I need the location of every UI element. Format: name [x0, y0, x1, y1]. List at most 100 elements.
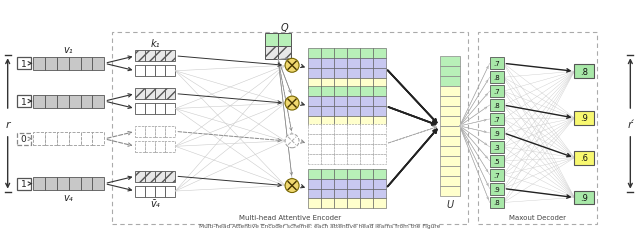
Bar [321, 199, 334, 209]
Bar [490, 86, 504, 98]
Bar [56, 177, 68, 190]
Bar [347, 189, 360, 199]
Bar [575, 65, 595, 79]
Text: .8: .8 [493, 200, 500, 206]
Bar [278, 47, 291, 60]
Bar [93, 133, 104, 146]
Bar [321, 87, 334, 97]
Bar [68, 133, 81, 146]
Circle shape [285, 134, 299, 148]
Bar [440, 67, 460, 77]
Bar [334, 106, 347, 116]
Bar [156, 171, 165, 182]
Bar [136, 51, 145, 62]
Bar [308, 69, 321, 79]
Text: .9: .9 [580, 193, 588, 202]
Bar [440, 166, 460, 176]
Bar [347, 199, 360, 209]
Bar [373, 79, 386, 89]
Bar [321, 69, 334, 79]
Text: 1: 1 [20, 60, 26, 69]
Bar [334, 144, 347, 154]
Bar [165, 141, 175, 152]
Bar [308, 154, 321, 164]
Circle shape [285, 59, 299, 73]
Bar [373, 134, 386, 144]
Bar [321, 189, 334, 199]
Bar [440, 77, 460, 87]
Bar [373, 59, 386, 69]
Text: Q: Q [281, 22, 289, 32]
Bar [334, 189, 347, 199]
Bar [321, 125, 334, 134]
Text: v₄: v₄ [64, 192, 74, 202]
Bar [308, 189, 321, 199]
Bar [575, 151, 595, 165]
Bar [334, 69, 347, 79]
Text: Multi-head Attentive Encoder scheme: each attentive head learns from the Figure: Multi-head Attentive Encoder scheme: eac… [199, 223, 441, 228]
Bar [334, 169, 347, 179]
Circle shape [285, 97, 299, 111]
Bar [145, 89, 156, 100]
Bar [347, 69, 360, 79]
Text: .5: .5 [493, 158, 500, 164]
Bar [373, 189, 386, 199]
Bar [81, 133, 93, 146]
Bar [321, 79, 334, 89]
Bar [347, 144, 360, 154]
Bar [145, 66, 156, 77]
Bar [136, 126, 145, 137]
Bar [321, 59, 334, 69]
Bar [321, 144, 334, 154]
Bar [373, 125, 386, 134]
Bar [113, 32, 468, 224]
Bar [145, 141, 156, 152]
Bar [334, 199, 347, 209]
Bar [308, 179, 321, 189]
Bar [334, 79, 347, 89]
Bar [334, 49, 347, 59]
Bar [575, 112, 595, 125]
Bar [156, 89, 165, 100]
Bar [136, 104, 145, 115]
Bar [308, 169, 321, 179]
Text: .7: .7 [493, 116, 500, 122]
Bar [360, 179, 373, 189]
Bar [156, 51, 165, 62]
Bar [321, 116, 334, 126]
Bar [156, 186, 165, 197]
Bar [321, 106, 334, 116]
Bar [490, 155, 504, 167]
Bar [373, 169, 386, 179]
Bar [308, 199, 321, 209]
Bar [136, 186, 145, 197]
Bar [165, 51, 175, 62]
Text: .6: .6 [580, 154, 588, 163]
Bar [360, 154, 373, 164]
Text: .9: .9 [493, 186, 500, 192]
Bar [360, 116, 373, 126]
Bar [347, 106, 360, 116]
Bar [360, 49, 373, 59]
Bar [360, 189, 373, 199]
Bar [321, 97, 334, 106]
Bar [360, 97, 373, 106]
Bar [347, 97, 360, 106]
Bar [360, 87, 373, 97]
Bar [477, 32, 597, 224]
Bar [490, 141, 504, 153]
Bar [56, 58, 68, 70]
Circle shape [285, 179, 299, 193]
Bar [17, 58, 31, 70]
Bar [360, 169, 373, 179]
Bar [347, 79, 360, 89]
Text: .8: .8 [580, 67, 588, 76]
Bar [490, 113, 504, 125]
Bar [440, 97, 460, 106]
Bar [308, 116, 321, 126]
Bar [165, 171, 175, 182]
Bar [373, 199, 386, 209]
Bar [68, 177, 81, 190]
Bar [347, 125, 360, 134]
Bar [575, 191, 595, 205]
